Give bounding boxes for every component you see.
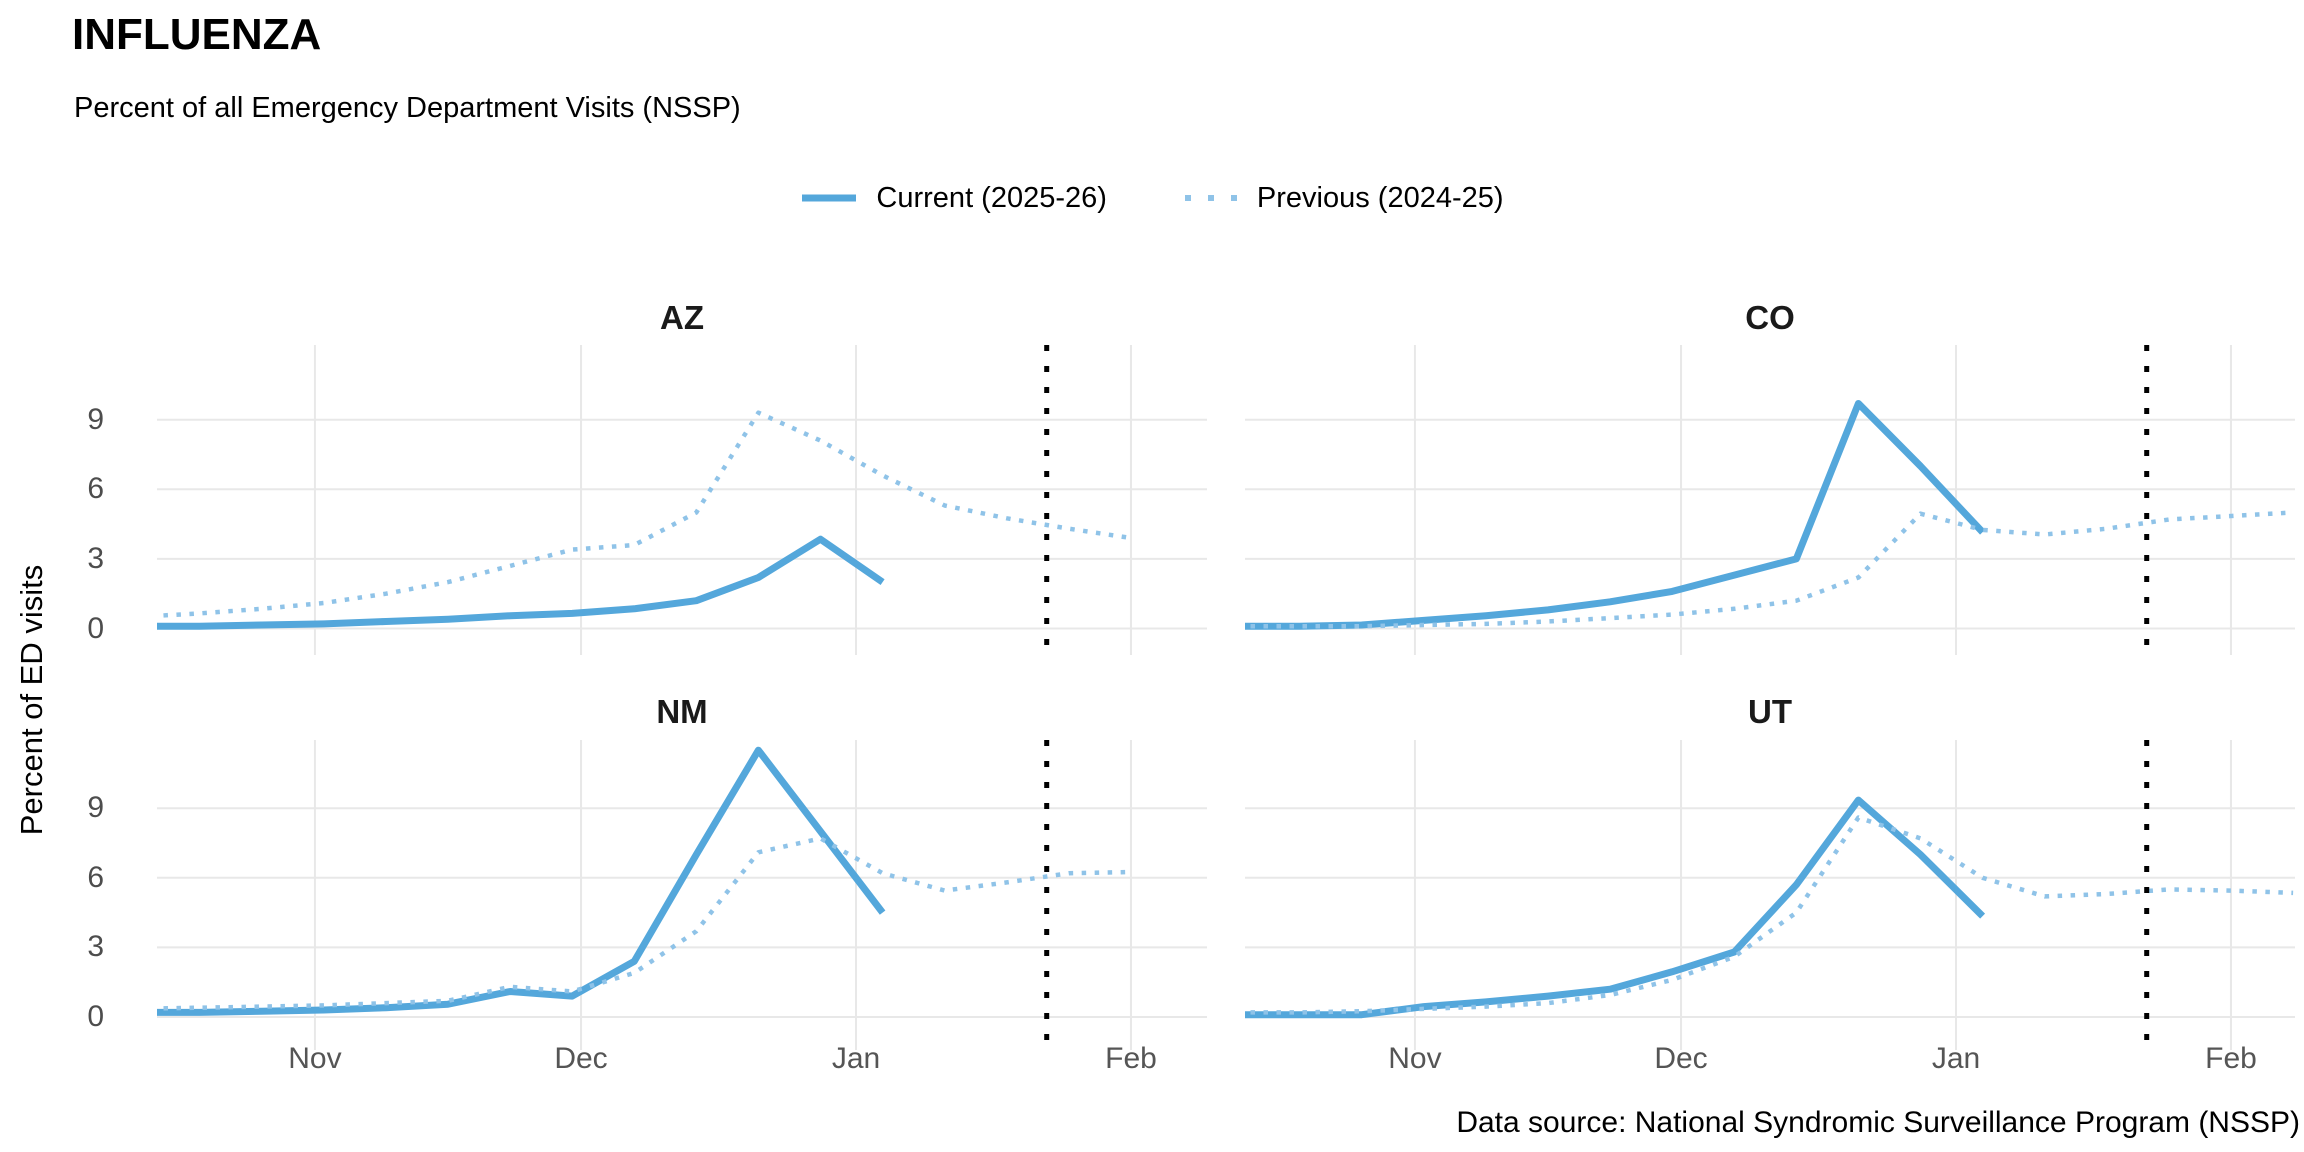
legend-spacer (1125, 198, 1163, 199)
x-axis-tick-label: Jan (831, 1042, 881, 1075)
facet-title-nm: NM (656, 693, 708, 730)
legend: Current (2025-26) Previous (2024-25) (0, 178, 2304, 218)
y-axis-tick-label: 0 (87, 1000, 104, 1033)
page-subtitle: Percent of all Emergency Department Visi… (74, 92, 741, 124)
facet-title-co: CO (1745, 299, 1795, 336)
az-current-season-line (157, 535, 885, 630)
legend-previous-label: Previous (2024-25) (1256, 181, 1504, 214)
legend-current-swatch-icon (802, 194, 857, 202)
facet-panel-co (1245, 345, 2295, 655)
data-source-note: Data source: National Syndromic Surveill… (1456, 1106, 2300, 1139)
x-axis-tick-label: Feb (1105, 1042, 1157, 1075)
y-axis-title: Percent of ED visits (14, 564, 49, 836)
y-axis-tick-label: 9 (87, 402, 104, 436)
facet-title-az: AZ (660, 299, 704, 336)
co-current-season-line (1245, 400, 1986, 630)
facet-panel-nm (157, 740, 1207, 1050)
x-axis-tick-label: Feb (2205, 1042, 2257, 1075)
y-axis-tick-label: 6 (87, 472, 104, 506)
x-axis-tick-label: Dec (554, 1042, 608, 1075)
x-axis-tick-label: Dec (1654, 1042, 1708, 1075)
y-axis-tick-label: 3 (87, 930, 104, 964)
legend-previous-swatch-icon (1184, 195, 1237, 201)
co-previous-season-line (1245, 510, 2294, 629)
legend-current-label: Current (2025-26) (876, 181, 1107, 214)
y-axis-tick-label: 6 (87, 860, 104, 894)
y-axis-tick-label: 0 (87, 611, 104, 645)
y-axis-tick-label: 3 (87, 541, 104, 575)
x-axis-tick-label: Nov (288, 1042, 342, 1075)
nm-current-season-line (157, 746, 886, 1016)
nm-previous-season-line (157, 836, 1132, 1011)
az-previous-season-line (157, 410, 1132, 619)
facet-panel-ut (1245, 740, 2295, 1050)
page-title: INFLUENZA (72, 10, 322, 59)
y-axis-tick-label: 9 (87, 791, 104, 825)
facet-title-ut: UT (1748, 693, 1792, 730)
x-axis-tick-label: Nov (1388, 1042, 1442, 1075)
x-axis-tick-label: Jan (1931, 1042, 1981, 1075)
ut-current-season-line (1245, 796, 1986, 1019)
facet-panel-az (157, 345, 1207, 655)
